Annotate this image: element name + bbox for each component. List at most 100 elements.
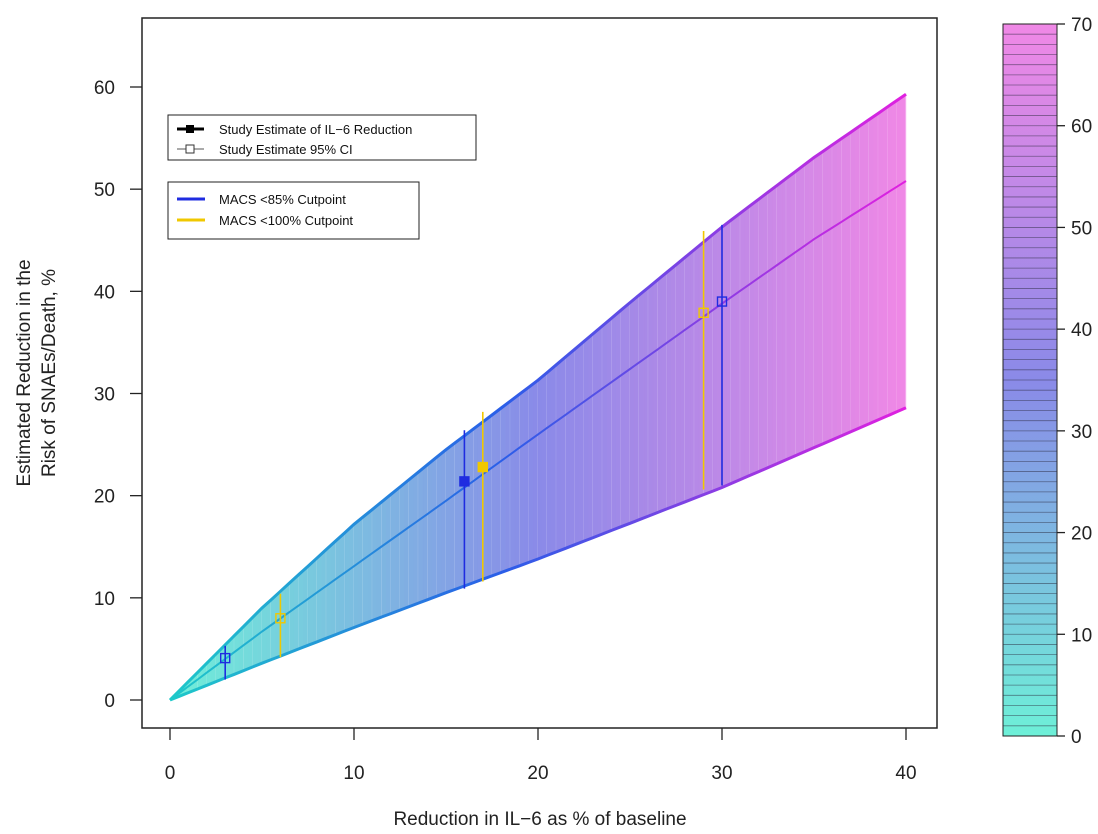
band-slice xyxy=(533,379,539,562)
band-slice xyxy=(671,264,677,508)
y-tick-label: 0 xyxy=(104,691,115,712)
band-slice xyxy=(901,93,907,411)
colorbar-tick-label: 30 xyxy=(1071,422,1092,443)
estimate-marker xyxy=(275,613,286,624)
band-slice xyxy=(289,578,295,653)
band-slice xyxy=(270,594,277,661)
y-tick-label: 50 xyxy=(94,180,115,201)
band-slice xyxy=(293,573,300,652)
band-slice xyxy=(602,321,608,535)
estimate-marker xyxy=(698,307,709,318)
band-slice xyxy=(427,460,433,601)
band-slice xyxy=(284,582,290,655)
legend-label-macs100: MACS <100% Cutpoint xyxy=(219,213,353,228)
band-slice xyxy=(339,531,346,634)
band-slice xyxy=(804,160,810,453)
colorbar-tick-label: 70 xyxy=(1071,15,1092,36)
band-slice xyxy=(569,348,576,547)
band-slice xyxy=(326,544,332,639)
band-slice xyxy=(330,540,336,637)
band-slice xyxy=(753,198,760,475)
band-slice xyxy=(390,490,396,615)
band-slice xyxy=(634,294,640,522)
band-slice xyxy=(523,386,530,565)
band-slice xyxy=(413,471,419,606)
band-slice xyxy=(441,449,447,595)
estimate-marker xyxy=(716,296,728,307)
estimate-marker xyxy=(219,652,231,664)
band-slice xyxy=(546,367,553,556)
band-slice xyxy=(261,603,267,664)
band-slice xyxy=(574,344,580,546)
band-slice xyxy=(418,467,424,604)
band-slice xyxy=(859,122,865,429)
band-slice xyxy=(827,144,833,443)
band-slice xyxy=(832,141,838,441)
band-slice xyxy=(749,202,755,476)
y-tick-label: 10 xyxy=(94,589,115,610)
band-slice xyxy=(891,99,898,415)
band-slice xyxy=(652,279,658,515)
band-slice xyxy=(487,414,493,578)
y-tick-label: 40 xyxy=(94,282,115,303)
legend-box-macs xyxy=(167,181,420,240)
band-slice xyxy=(436,452,442,597)
band-slice xyxy=(252,611,258,668)
band-slice xyxy=(381,497,387,618)
band-slice xyxy=(781,177,787,463)
legend-label-ci: Study Estimate 95% CI xyxy=(219,142,353,157)
band-slice xyxy=(712,230,718,492)
band-slice xyxy=(422,463,428,602)
band-slice xyxy=(680,256,686,505)
estimate-line xyxy=(169,180,907,701)
x-tick-label: 40 xyxy=(895,763,916,784)
band-slice xyxy=(556,360,562,553)
band-slice xyxy=(864,118,870,427)
band-slice xyxy=(887,103,893,417)
band-slice xyxy=(266,598,272,662)
band-slice xyxy=(666,267,672,510)
band-slice xyxy=(707,233,714,494)
band-slice xyxy=(868,115,875,425)
band-slice xyxy=(638,290,645,521)
band-slice xyxy=(661,271,668,512)
band-slice xyxy=(611,313,617,531)
band-slice xyxy=(735,212,741,482)
band-slice xyxy=(431,456,438,599)
band-slice xyxy=(514,393,520,568)
estimate-marker xyxy=(459,476,470,487)
band-slice xyxy=(537,375,543,560)
band-slice xyxy=(247,616,254,670)
x-tick-label: 0 xyxy=(165,763,176,784)
colorbar-tick-label: 0 xyxy=(1071,727,1082,748)
colorbar-tick-label: 60 xyxy=(1071,117,1092,138)
band-slice xyxy=(519,390,525,567)
band-slice xyxy=(335,536,341,636)
band-slice xyxy=(560,356,566,551)
band-slice xyxy=(615,309,622,530)
band-slice xyxy=(454,438,461,590)
band-slice xyxy=(367,508,373,623)
band-slice xyxy=(836,137,842,439)
band-slice xyxy=(376,501,382,620)
band-slice xyxy=(238,625,244,673)
band-slice xyxy=(790,170,796,459)
axes: 0 10 20 30 40 0 10 20 30 40 50 60 xyxy=(94,78,917,784)
band-slice xyxy=(542,371,548,558)
band-slice xyxy=(445,445,451,594)
band-slice xyxy=(845,131,852,435)
band-slice xyxy=(740,208,746,480)
band-slice xyxy=(850,128,856,433)
band-slice xyxy=(744,205,750,478)
band-slice xyxy=(776,181,783,465)
band-slice xyxy=(385,493,392,616)
band-slice xyxy=(362,512,369,625)
band-slice xyxy=(813,153,819,449)
y-axis-label-line2: Risk of SNAEs/Death, % xyxy=(39,269,60,477)
band-slice xyxy=(841,134,847,437)
y-tick-label: 60 xyxy=(94,78,115,99)
band-slice xyxy=(763,191,769,471)
colorbar-tick-label: 50 xyxy=(1071,218,1092,239)
band-slice xyxy=(349,523,355,630)
